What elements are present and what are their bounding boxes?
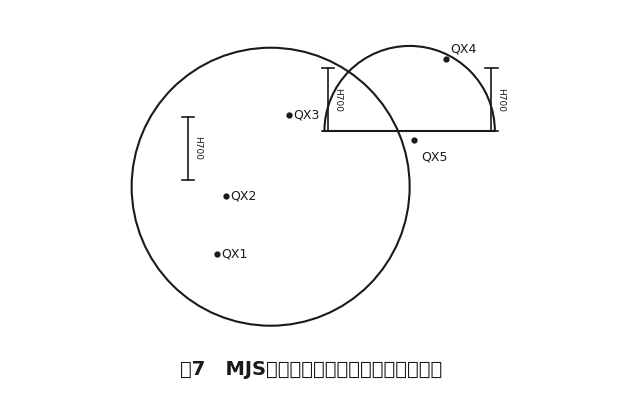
Text: H700: H700 bbox=[496, 88, 505, 112]
Text: 图7   MJS工法桩试桩平面及取芯平面示意图: 图7 MJS工法桩试桩平面及取芯平面示意图 bbox=[180, 360, 442, 379]
Text: QX3: QX3 bbox=[293, 109, 320, 122]
Text: QX1: QX1 bbox=[221, 248, 248, 260]
Text: QX4: QX4 bbox=[450, 43, 476, 56]
Text: QX2: QX2 bbox=[230, 189, 257, 202]
Text: QX5: QX5 bbox=[421, 151, 448, 164]
Text: H700: H700 bbox=[333, 88, 342, 112]
Text: H700: H700 bbox=[193, 136, 202, 160]
